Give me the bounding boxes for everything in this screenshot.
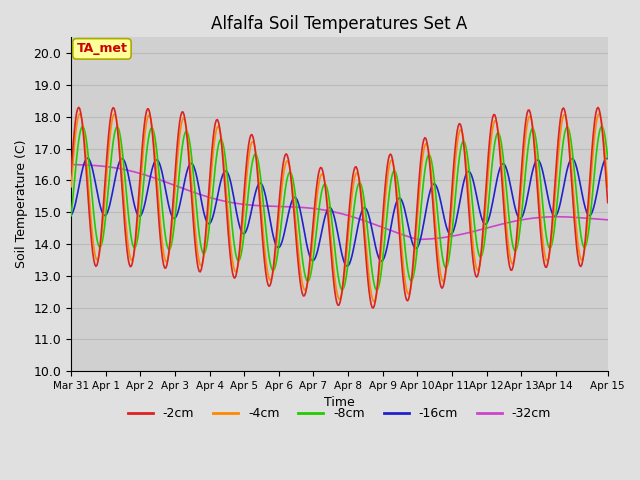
-2cm (389, 157, 397, 163)
-4cm (323, 195, 331, 201)
-16cm (67, 212, 75, 218)
-2cm (67, 168, 75, 174)
-32cm (604, 217, 612, 223)
-16cm (603, 156, 611, 161)
-4cm (76, 111, 84, 117)
Line: -16cm: -16cm (71, 158, 608, 266)
-16cm (388, 220, 396, 226)
-8cm (326, 205, 334, 211)
-4cm (358, 202, 366, 207)
-8cm (67, 213, 75, 218)
-32cm (358, 217, 365, 223)
X-axis label: Time: Time (324, 396, 355, 409)
-8cm (389, 170, 397, 176)
-8cm (358, 187, 366, 193)
-4cm (604, 184, 612, 190)
-16cm (604, 156, 612, 162)
-4cm (593, 116, 601, 122)
-16cm (508, 191, 516, 196)
-32cm (322, 207, 330, 213)
Y-axis label: Soil Temperature (C): Soil Temperature (C) (15, 140, 28, 268)
-32cm (325, 208, 333, 214)
-32cm (413, 237, 421, 242)
-2cm (323, 202, 331, 208)
Line: -8cm: -8cm (71, 127, 608, 290)
Title: Alfalfa Soil Temperatures Set A: Alfalfa Soil Temperatures Set A (211, 15, 468, 33)
-8cm (79, 124, 87, 130)
-2cm (326, 241, 334, 247)
-16cm (358, 207, 366, 213)
-8cm (509, 244, 517, 250)
-4cm (326, 228, 334, 234)
-2cm (509, 264, 517, 270)
-16cm (592, 195, 600, 201)
-4cm (371, 299, 378, 304)
Line: -4cm: -4cm (71, 114, 608, 301)
-16cm (322, 211, 330, 216)
-32cm (67, 162, 75, 168)
-8cm (604, 155, 612, 161)
-4cm (67, 184, 75, 190)
-32cm (592, 216, 600, 222)
-32cm (508, 219, 516, 225)
-2cm (593, 106, 601, 112)
-16cm (344, 263, 351, 269)
Legend: -2cm, -4cm, -8cm, -16cm, -32cm: -2cm, -4cm, -8cm, -16cm, -32cm (123, 402, 556, 425)
-16cm (325, 204, 333, 210)
-2cm (358, 211, 366, 217)
-4cm (509, 261, 517, 266)
Line: -2cm: -2cm (71, 108, 608, 308)
Text: TA_met: TA_met (77, 42, 127, 55)
-2cm (369, 305, 377, 311)
-2cm (604, 200, 612, 205)
-4cm (389, 158, 397, 164)
-8cm (593, 145, 601, 151)
-32cm (387, 228, 394, 233)
-8cm (323, 185, 331, 191)
Line: -32cm: -32cm (71, 165, 608, 240)
-2cm (75, 105, 83, 110)
-8cm (372, 287, 380, 293)
